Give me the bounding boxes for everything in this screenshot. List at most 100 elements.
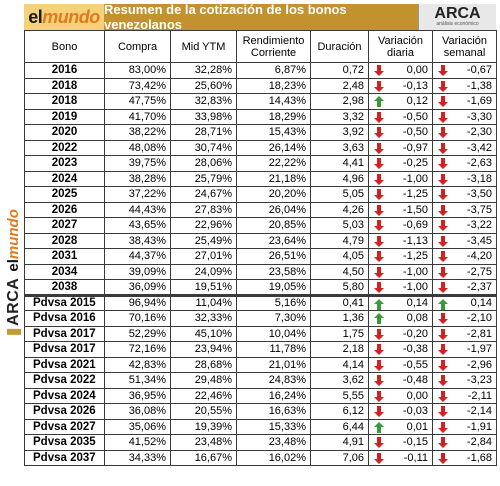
cell-variacion-diaria: -0,11 <box>368 449 433 466</box>
cell-variacion-diaria: -0,50 <box>368 124 433 141</box>
cell-mid-ytm: 22,96% <box>170 217 237 234</box>
cell-variacion-semanal: -2,11 <box>432 387 497 404</box>
cell-compra: 48,08% <box>104 139 171 156</box>
cell-rendimiento: 26,51% <box>236 248 311 265</box>
variacion-semanal-value: -3,22 <box>466 219 492 232</box>
cell-variacion-diaria: -0,50 <box>368 108 433 125</box>
variacion-diaria-value: -1,00 <box>402 265 428 278</box>
cell-rendimiento: 23,64% <box>236 232 311 249</box>
cell-variacion-semanal: -1,38 <box>432 77 497 94</box>
cell-variacion-diaria: -0,97 <box>368 139 433 156</box>
cell-mid-ytm: 19,39% <box>170 418 237 435</box>
variacion-semanal-value: -2,81 <box>466 327 492 340</box>
cell-variacion-semanal: -2,84 <box>432 434 497 451</box>
cell-bono: 2038 <box>24 279 105 296</box>
variacion-diaria-value: -1,13 <box>402 234 428 247</box>
table-row: 2026 44,43% 27,83% 26,04% 4,26 -1,50 -3,75 <box>24 201 497 218</box>
table-row: 2034 39,09% 24,09% 23,58% 4,50 -1,00 -2,75 <box>24 263 497 280</box>
variacion-diaria-value: -0,25 <box>402 157 428 170</box>
cell-bono: 2022 <box>24 139 105 156</box>
variacion-semanal-value: -3,45 <box>466 234 492 247</box>
table-row: Pdvsa 2024 36,95% 22,46% 16,24% 5,55 0,00 -2,1… <box>24 387 497 404</box>
variacion-semanal-value: -2,14 <box>466 405 492 418</box>
cell-rendimiento: 24,83% <box>236 372 311 389</box>
cell-bono: 2031 <box>24 248 105 265</box>
variacion-diaria-value: 0,00 <box>406 389 428 402</box>
cell-mid-ytm: 27,01% <box>170 248 237 265</box>
cell-mid-ytm: 30,74% <box>170 139 237 156</box>
cell-mid-ytm: 22,46% <box>170 387 237 404</box>
cell-rendimiento: 18,29% <box>236 108 311 125</box>
table-row: Pdvsa 2016 70,16% 32,33% 7,30% 1,36 0,08 -2,10 <box>24 310 497 327</box>
cell-variacion-semanal: -1,68 <box>432 449 497 466</box>
cell-variacion-semanal: -0,67 <box>432 62 497 79</box>
table-row: Pdvsa 2027 35,06% 19,39% 15,33% 6,44 0,01 -1,9… <box>24 418 497 435</box>
cell-variacion-diaria: -0,69 <box>368 217 433 234</box>
cell-compra: 39,75% <box>104 155 171 172</box>
cell-compra: 44,37% <box>104 248 171 265</box>
cell-duracion: 2,98 <box>310 93 369 110</box>
cell-variacion-semanal: -2,75 <box>432 263 497 280</box>
cell-compra: 72,16% <box>104 341 171 358</box>
variacion-semanal-value: -3,50 <box>466 188 492 201</box>
cell-variacion-semanal: -1,69 <box>432 93 497 110</box>
cell-variacion-diaria: 0,00 <box>368 62 433 79</box>
cell-duracion: 1,36 <box>310 310 369 327</box>
cell-variacion-semanal: -2,14 <box>432 403 497 420</box>
elmundo-logo: el mundo <box>24 4 104 30</box>
cell-mid-ytm: 19,51% <box>170 279 237 296</box>
cell-mid-ytm: 27,83% <box>170 201 237 218</box>
cell-duracion: 2,18 <box>310 341 369 358</box>
cell-bono: Pdvsa 2015 <box>24 293 105 311</box>
bonds-table: Bono Compra Mid YTM Rendimiento Corrient… <box>24 30 497 466</box>
cell-bono: Pdvsa 2022 <box>24 372 105 389</box>
cell-variacion-semanal: -3,22 <box>432 217 497 234</box>
cell-variacion-semanal: -2,63 <box>432 155 497 172</box>
variacion-diaria-value: 0,08 <box>406 312 428 325</box>
cell-duracion: 0,41 <box>310 293 369 311</box>
table-row: Pdvsa 2037 34,33% 16,67% 16,02% 7,06 -0,11 -1,… <box>24 449 497 466</box>
cell-bono: Pdvsa 2017 <box>24 325 105 342</box>
cell-bono: 2016 <box>24 62 105 79</box>
cell-rendimiento: 22,22% <box>236 155 311 172</box>
variacion-semanal-value: -3,42 <box>466 141 492 154</box>
cell-variacion-semanal: -3,30 <box>432 108 497 125</box>
arca-logo: ARCA análisis económico <box>418 4 496 30</box>
variacion-diaria-value: 0,12 <box>406 95 428 108</box>
col-header-variacion-semanal: Variación semanal <box>432 30 497 63</box>
header-bar: el mundo Resumen de la cotización de los … <box>24 2 496 32</box>
cell-compra: 52,29% <box>104 325 171 342</box>
variacion-semanal-value: -2,96 <box>466 358 492 371</box>
cell-compra: 36,95% <box>104 387 171 404</box>
cell-variacion-diaria: -0,48 <box>368 372 433 389</box>
cell-bono: Pdvsa 2016 <box>24 310 105 327</box>
cell-variacion-diaria: -0,38 <box>368 341 433 358</box>
cell-duracion: 5,05 <box>310 186 369 203</box>
cell-duracion: 5,55 <box>310 387 369 404</box>
cell-duracion: 6,44 <box>310 418 369 435</box>
table-row: 2018 47,75% 32,83% 14,43% 2,98 0,12 -1,69 <box>24 93 497 110</box>
cell-variacion-diaria: 0,12 <box>368 93 433 110</box>
cell-duracion: 4,50 <box>310 263 369 280</box>
cell-bono: 2023 <box>24 155 105 172</box>
cell-duracion: 4,96 <box>310 170 369 187</box>
cell-mid-ytm: 11,04% <box>170 293 237 311</box>
cell-duracion: 5,03 <box>310 217 369 234</box>
variacion-semanal-value: -1,68 <box>466 451 492 464</box>
cell-rendimiento: 16,63% <box>236 403 311 420</box>
variacion-semanal-value: -2,10 <box>466 312 492 325</box>
cell-rendimiento: 16,02% <box>236 449 311 466</box>
cell-bono: 2019 <box>24 108 105 125</box>
cell-duracion: 0,72 <box>310 62 369 79</box>
cell-compra: 51,34% <box>104 372 171 389</box>
variacion-semanal-value: -4,20 <box>466 250 492 263</box>
cell-bono: Pdvsa 2026 <box>24 403 105 420</box>
table-row: 2019 41,70% 33,98% 18,29% 3,32 -0,50 -3,30 <box>24 108 497 125</box>
variacion-diaria-value: -0,38 <box>402 343 428 356</box>
col-header-bono: Bono <box>24 30 105 63</box>
cell-rendimiento: 26,14% <box>236 139 311 156</box>
cell-duracion: 3,63 <box>310 139 369 156</box>
cell-mid-ytm: 28,06% <box>170 155 237 172</box>
table-row: 2031 44,37% 27,01% 26,51% 4,05 -1,25 -4,20 <box>24 248 497 265</box>
variacion-semanal-value: -1,97 <box>466 343 492 356</box>
